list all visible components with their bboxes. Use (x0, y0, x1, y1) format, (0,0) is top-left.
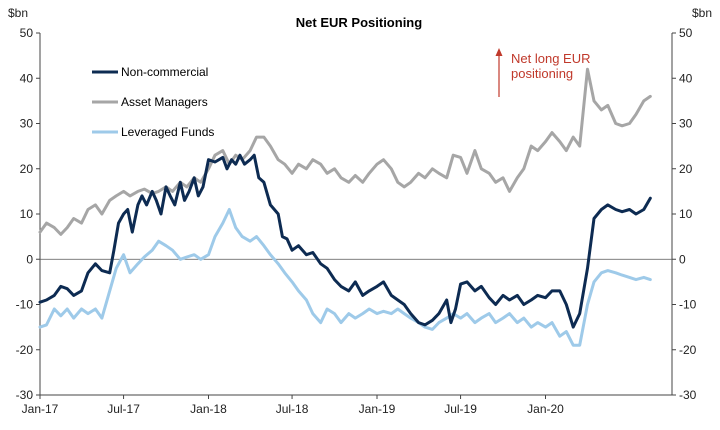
y-tick-label-right: 50 (679, 26, 693, 40)
legend-label-non-commercial: Non-commercial (121, 65, 208, 79)
legend-label-leveraged-funds: Leveraged Funds (121, 125, 214, 139)
tick-labels: -30 -30 -20 -20 -10 -10 0 0 10 10 20 20 30 30 40 40 50 50… (16, 26, 697, 416)
x-tick-label: Jul-18 (276, 402, 309, 416)
net-long-annotation: Net long EUR positioning (495, 48, 590, 97)
series-lines (38, 67, 652, 347)
y-tick-label-right: -20 (679, 343, 697, 357)
left-axis-unit: $bn (8, 6, 28, 20)
chart-title: Net EUR Positioning (296, 15, 422, 30)
annotation-line-1: Net long EUR (511, 51, 590, 66)
y-tick-label-left: 10 (20, 207, 34, 221)
y-tick-label-left: -30 (16, 388, 34, 402)
y-tick-label-right: 0 (679, 252, 686, 266)
y-tick-label-right: 10 (679, 207, 693, 221)
y-tick-label-left: 40 (20, 71, 34, 85)
right-axis-unit: $bn (692, 6, 712, 20)
series-line-non-commercial (38, 153, 652, 329)
y-tick-label-right: -30 (679, 388, 697, 402)
y-tick-label-right: 40 (679, 71, 693, 85)
y-tick-label-left: -10 (16, 298, 34, 312)
series-line-asset-managers (38, 67, 652, 236)
x-tick-label: Jan-19 (359, 402, 396, 416)
x-tick-label: Jan-17 (22, 402, 59, 416)
legend-entry-leveraged-funds: Leveraged Funds (92, 125, 214, 139)
legend: Non-commercial Asset Managers Leveraged … (92, 65, 214, 139)
x-tick-label: Jan-20 (527, 402, 564, 416)
y-tick-label-left: 0 (26, 252, 33, 266)
y-tick-label-right: -10 (679, 298, 697, 312)
legend-entry-non-commercial: Non-commercial (92, 65, 208, 79)
legend-entry-asset-managers: Asset Managers (92, 95, 208, 109)
y-tick-label-left: 20 (20, 162, 34, 176)
series-line-leveraged-funds (38, 208, 652, 347)
y-tick-label-left: 30 (20, 117, 34, 131)
axes (36, 32, 676, 399)
x-tick-label: Jul-17 (107, 402, 140, 416)
legend-label-asset-managers: Asset Managers (121, 95, 208, 109)
annotation-line-2: positioning (511, 66, 573, 81)
x-tick-label: Jul-19 (444, 402, 477, 416)
y-tick-label-right: 20 (679, 162, 693, 176)
y-tick-label-right: 30 (679, 117, 693, 131)
annotation-arrow-head (495, 48, 503, 56)
x-tick-label: Jan-18 (190, 402, 227, 416)
y-tick-label-left: 50 (20, 26, 34, 40)
y-tick-label-left: -20 (16, 343, 34, 357)
